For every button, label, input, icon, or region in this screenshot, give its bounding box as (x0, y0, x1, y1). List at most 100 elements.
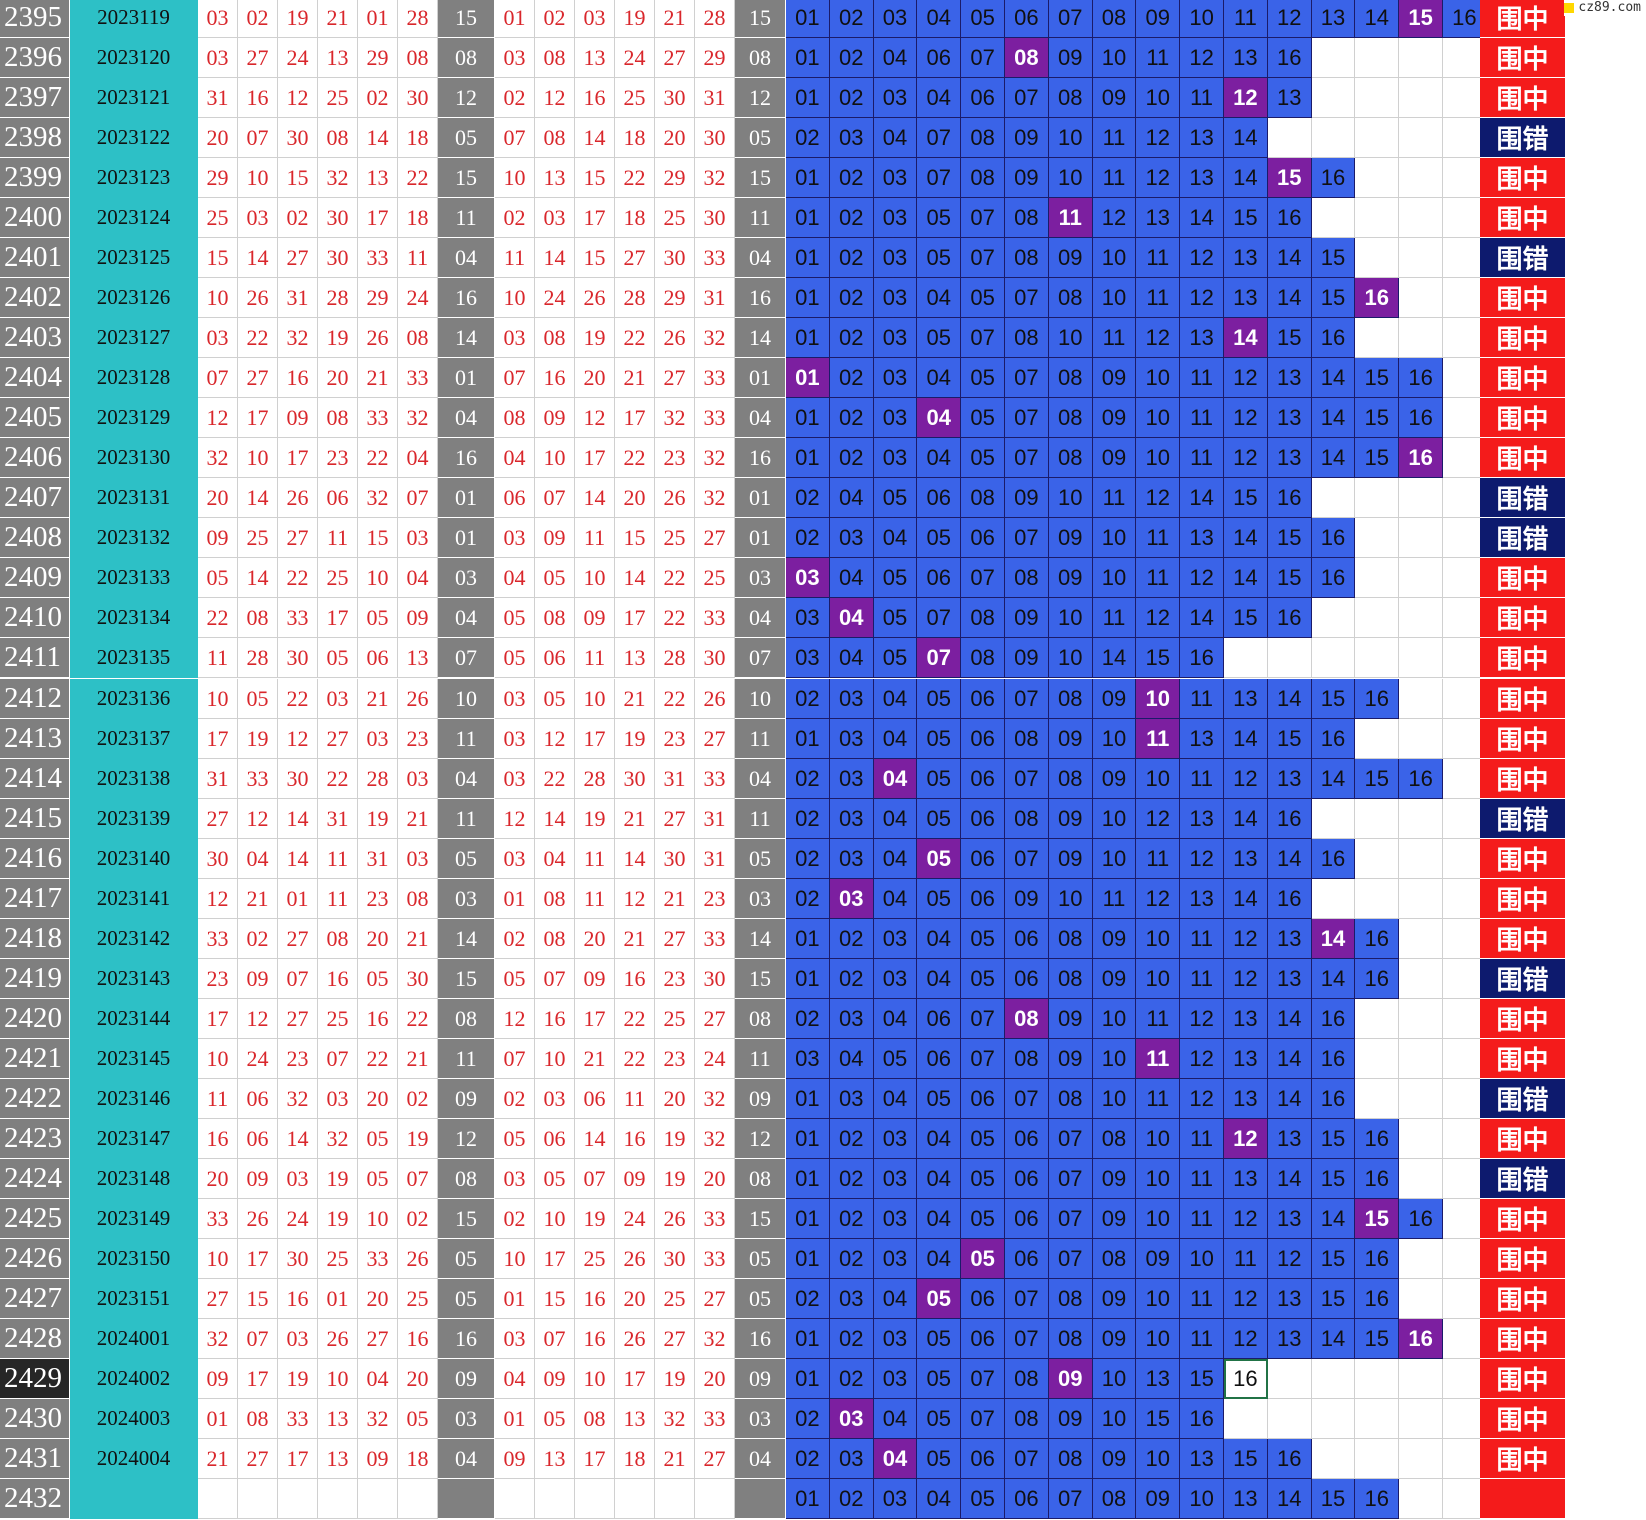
row-number[interactable]: 2396 (0, 38, 70, 78)
draw-number-cell[interactable] (318, 1479, 358, 1519)
candidate-number-cell[interactable]: 15 (1224, 1439, 1268, 1479)
sorted-number-cell[interactable]: 05 (535, 679, 575, 719)
period-cell[interactable]: 2023144 (70, 999, 198, 1039)
candidate-hit-cell[interactable]: 01 (786, 358, 830, 398)
sorted-number-cell[interactable]: 30 (695, 118, 735, 158)
draw-number-cell[interactable]: 16 (238, 78, 278, 118)
candidate-number-cell[interactable]: 13 (1267, 78, 1312, 118)
candidate-number-cell[interactable]: 07 (1048, 0, 1093, 38)
candidate-number-cell[interactable]: 11 (1224, 0, 1268, 38)
sorted-number-cell[interactable]: 16 (615, 1119, 655, 1159)
empty-cell[interactable] (1443, 959, 1487, 999)
draw-number-cell[interactable]: 27 (278, 518, 318, 558)
candidate-number-cell[interactable]: 12 (1224, 1199, 1268, 1239)
draw-number-cell[interactable]: 05 (398, 1399, 438, 1439)
sorted-number-cell[interactable]: 27 (695, 999, 735, 1039)
empty-cell[interactable] (1267, 1399, 1312, 1439)
sorted-number-cell[interactable]: 14 (535, 238, 575, 278)
candidate-number-cell[interactable]: 06 (1005, 1199, 1049, 1239)
blue-ball-cell[interactable]: 04 (438, 398, 495, 438)
candidate-hit-cell[interactable]: 15 (1399, 0, 1443, 38)
candidate-hit-cell[interactable]: 03 (829, 1399, 874, 1439)
sorted-number-cell[interactable]: 33 (695, 759, 735, 799)
draw-number-cell[interactable]: 27 (278, 919, 318, 959)
empty-cell[interactable] (1399, 1279, 1443, 1319)
candidate-number-cell[interactable]: 15 (1355, 398, 1400, 438)
sorted-number-cell[interactable]: 14 (535, 799, 575, 839)
candidate-number-cell[interactable]: 08 (1048, 679, 1093, 719)
candidate-number-cell[interactable]: 01 (786, 0, 830, 38)
period-cell[interactable]: 2023142 (70, 919, 198, 959)
sorted-number-cell[interactable]: 23 (695, 879, 735, 919)
period-cell[interactable]: 2023122 (70, 118, 198, 158)
candidate-number-cell[interactable]: 04 (917, 1119, 962, 1159)
empty-cell[interactable] (1224, 638, 1268, 678)
candidate-number-cell[interactable]: 07 (1048, 1239, 1093, 1279)
sorted-number-cell[interactable]: 13 (615, 638, 655, 678)
draw-number-cell[interactable]: 17 (278, 1439, 318, 1479)
candidate-number-cell[interactable]: 15 (1311, 1279, 1356, 1319)
empty-cell[interactable] (1443, 719, 1487, 759)
candidate-number-cell[interactable]: 13 (1224, 238, 1268, 278)
sorted-number-cell[interactable]: 10 (535, 1199, 575, 1239)
draw-number-cell[interactable]: 08 (318, 118, 358, 158)
sorted-number-cell[interactable]: 11 (575, 879, 615, 919)
sorted-number-cell[interactable]: 17 (575, 198, 615, 238)
candidate-number-cell[interactable]: 11 (1180, 679, 1224, 719)
candidate-number-cell[interactable]: 05 (917, 1399, 962, 1439)
draw-number-cell[interactable]: 02 (398, 1079, 438, 1119)
draw-number-cell[interactable]: 30 (278, 638, 318, 678)
sorted-number-cell[interactable]: 25 (615, 78, 655, 118)
candidate-number-cell[interactable]: 08 (1092, 1479, 1137, 1519)
candidate-number-cell[interactable]: 05 (961, 1199, 1005, 1239)
candidate-number-cell[interactable]: 02 (829, 959, 874, 999)
candidate-number-cell[interactable]: 03 (829, 799, 874, 839)
empty-cell[interactable] (1399, 959, 1443, 999)
sorted-number-cell[interactable]: 02 (495, 919, 535, 959)
candidate-number-cell[interactable]: 09 (1048, 999, 1093, 1039)
draw-number-cell[interactable]: 28 (358, 759, 398, 799)
sorted-number-cell[interactable]: 31 (695, 278, 735, 318)
draw-number-cell[interactable]: 24 (238, 1039, 278, 1079)
period-cell[interactable]: 2023145 (70, 1039, 198, 1079)
candidate-hit-cell[interactable]: 08 (1005, 38, 1049, 78)
sorted-number-cell[interactable]: 27 (655, 1319, 695, 1359)
candidate-number-cell[interactable]: 10 (1048, 879, 1093, 919)
candidate-number-cell[interactable]: 03 (873, 1199, 918, 1239)
candidate-number-cell[interactable]: 11 (1180, 358, 1224, 398)
candidate-number-cell[interactable]: 02 (829, 278, 874, 318)
candidate-number-cell[interactable]: 03 (873, 198, 918, 238)
sorted-number-cell[interactable]: 13 (535, 1439, 575, 1479)
draw-number-cell[interactable]: 11 (318, 879, 358, 919)
candidate-number-cell[interactable]: 11 (1180, 398, 1224, 438)
sorted-number-cell[interactable]: 30 (695, 959, 735, 999)
row-number[interactable]: 2412 (0, 679, 70, 719)
sorted-number-cell[interactable]: 11 (575, 638, 615, 678)
candidate-number-cell[interactable]: 03 (829, 118, 874, 158)
candidate-hit-cell[interactable]: 12 (1224, 78, 1268, 118)
candidate-number-cell[interactable]: 02 (829, 919, 874, 959)
candidate-number-cell[interactable]: 05 (917, 518, 962, 558)
candidate-number-cell[interactable]: 12 (1180, 278, 1224, 318)
empty-cell[interactable] (1399, 879, 1443, 919)
blue-ball-repeat-cell[interactable]: 10 (735, 679, 786, 719)
draw-number-cell[interactable]: 31 (198, 78, 238, 118)
draw-number-cell[interactable]: 28 (238, 638, 278, 678)
sorted-number-cell[interactable]: 24 (615, 1199, 655, 1239)
candidate-number-cell[interactable]: 16 (1399, 358, 1443, 398)
draw-number-cell[interactable]: 10 (358, 558, 398, 598)
period-cell[interactable]: 2024003 (70, 1399, 198, 1439)
empty-cell[interactable] (1399, 839, 1443, 879)
candidate-number-cell[interactable]: 08 (1048, 358, 1093, 398)
sorted-number-cell[interactable]: 17 (575, 1439, 615, 1479)
candidate-number-cell[interactable]: 02 (786, 478, 830, 518)
candidate-number-cell[interactable]: 13 (1224, 1479, 1268, 1519)
sorted-number-cell[interactable]: 25 (655, 999, 695, 1039)
draw-number-cell[interactable]: 15 (238, 1279, 278, 1319)
sorted-number-cell[interactable]: 32 (695, 1079, 735, 1119)
sorted-number-cell[interactable]: 19 (615, 0, 655, 38)
draw-number-cell[interactable]: 10 (198, 679, 238, 719)
blue-ball-repeat-cell[interactable]: 16 (735, 278, 786, 318)
candidate-number-cell[interactable]: 09 (1092, 1439, 1137, 1479)
candidate-hit-cell[interactable]: 15 (1267, 158, 1312, 198)
